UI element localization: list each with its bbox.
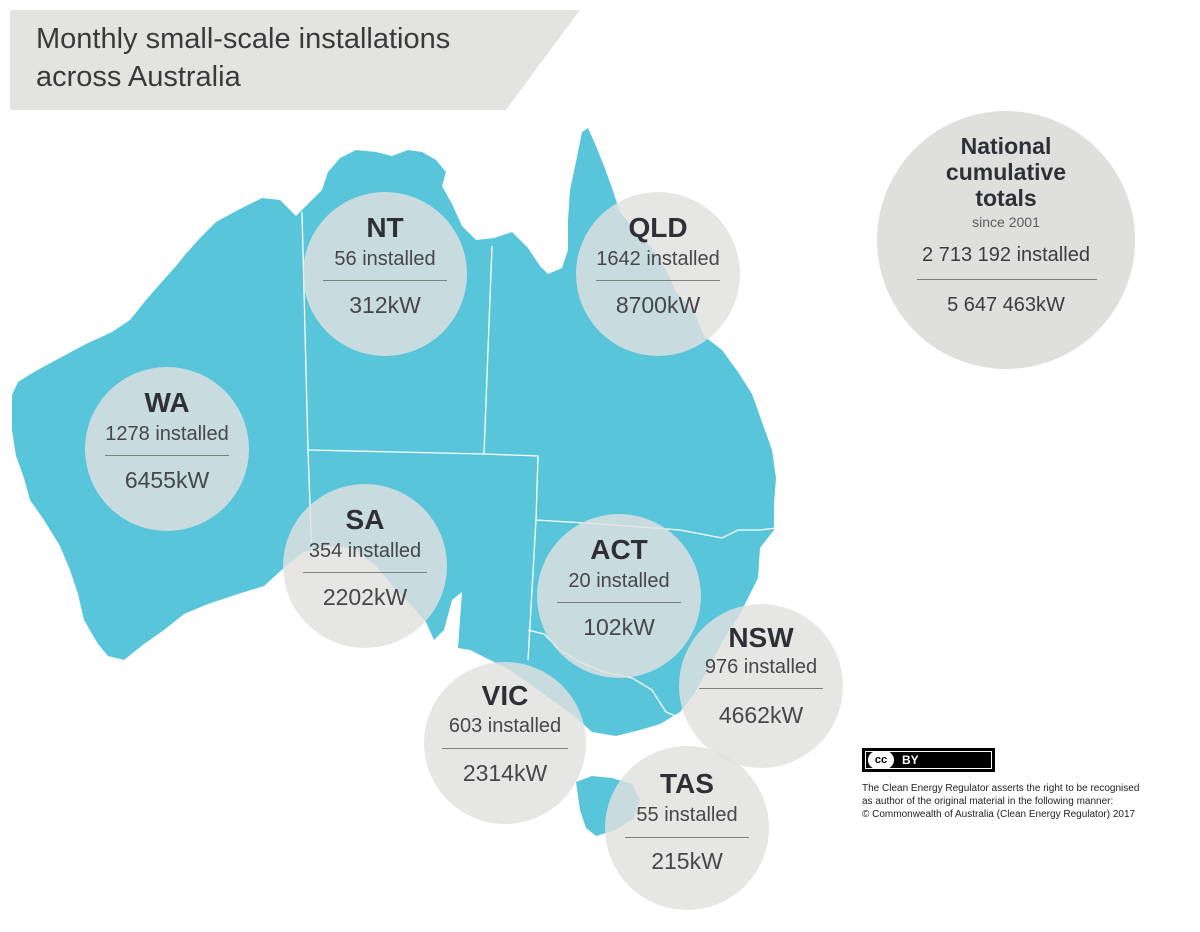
state-installed: 56 installed: [334, 248, 436, 270]
national-since: since 2001: [972, 214, 1040, 230]
divider: [557, 602, 681, 603]
divider: [442, 748, 568, 749]
qld-south-border: [483, 453, 539, 521]
national-heading-line-1: National: [960, 133, 1052, 159]
state-capacity: 312kW: [349, 292, 421, 318]
state-bubble-vic: VIC 603 installed 2314kW: [424, 662, 586, 824]
state-bubble-nt: NT 56 installed 312kW: [303, 192, 467, 356]
state-capacity: 8700kW: [615, 292, 701, 318]
nt-south-border: [307, 449, 485, 455]
state-bubble-tas: TAS 55 installed 215kW: [605, 746, 769, 910]
state-code: SA: [345, 504, 385, 535]
state-bubble-nsw: NSW 976 installed 4662kW: [679, 604, 843, 768]
state-capacity: 2314kW: [462, 760, 548, 786]
national-capacity: 5 647 463kW: [947, 294, 1065, 316]
license-text: The Clean Energy Regulator asserts the r…: [862, 782, 1192, 821]
title-banner: [10, 10, 580, 110]
state-bubble-sa: SA 354 installed 2202kW: [283, 484, 447, 648]
state-installed: 1278 installed: [105, 423, 229, 445]
title-line-1: Monthly small-scale installations: [36, 23, 451, 55]
national-heading-line-2: cumulative: [945, 159, 1067, 185]
nt-qld-border: [483, 245, 493, 455]
title-line-2: across Australia: [36, 61, 241, 93]
state-installed: 976 installed: [704, 656, 818, 678]
state-capacity: 2202kW: [322, 584, 408, 610]
national-heading: National cumulative totals: [877, 133, 1135, 211]
national-installed: 2 713 192 installed: [922, 244, 1090, 266]
divider: [105, 455, 229, 456]
state-installed: 603 installed: [448, 715, 562, 737]
state-capacity: 4662kW: [718, 702, 804, 728]
divider: [917, 279, 1097, 280]
cc-badge-frame: cc BY: [865, 751, 992, 769]
state-installed: 55 installed: [636, 804, 738, 826]
divider: [625, 837, 749, 838]
state-capacity: 102kW: [583, 614, 655, 640]
divider: [596, 280, 720, 281]
national-heading-line-3: totals: [975, 185, 1037, 211]
license-line-3: © Commonwealth of Australia (Clean Energ…: [862, 809, 1136, 820]
divider: [699, 688, 823, 689]
state-code: VIC: [481, 680, 529, 711]
state-capacity: 6455kW: [124, 467, 210, 493]
state-installed: 1642 installed: [596, 248, 720, 270]
state-bubble-wa: WA 1278 installed 6455kW: [85, 367, 249, 531]
state-installed: 20 installed: [568, 570, 670, 592]
sa-vic-border: [527, 519, 537, 661]
national-totals-bubble: National cumulative totals since 2001 2 …: [877, 111, 1135, 369]
state-code: NT: [366, 212, 404, 243]
state-bubble-act: ACT 20 installed 102kW: [537, 514, 701, 678]
license-line-1: The Clean Energy Regulator asserts the r…: [862, 783, 1140, 794]
page-title: Monthly small-scale installations across…: [36, 20, 516, 96]
state-code: QLD: [628, 212, 688, 243]
state-code: WA: [144, 387, 190, 418]
cc-logo-icon: cc: [868, 751, 894, 769]
cc-by-label: BY: [902, 753, 919, 767]
divider: [303, 572, 427, 573]
state-installed: 354 installed: [308, 540, 422, 562]
state-capacity: 215kW: [651, 848, 723, 874]
cc-by-badge: cc BY: [862, 748, 995, 772]
state-code: ACT: [590, 534, 648, 565]
state-code: TAS: [660, 768, 714, 799]
divider: [323, 280, 447, 281]
state-bubble-qld: QLD 1642 installed 8700kW: [576, 192, 740, 356]
license-line-2: as author of the original material in th…: [862, 796, 1114, 807]
state-code: NSW: [728, 622, 794, 653]
